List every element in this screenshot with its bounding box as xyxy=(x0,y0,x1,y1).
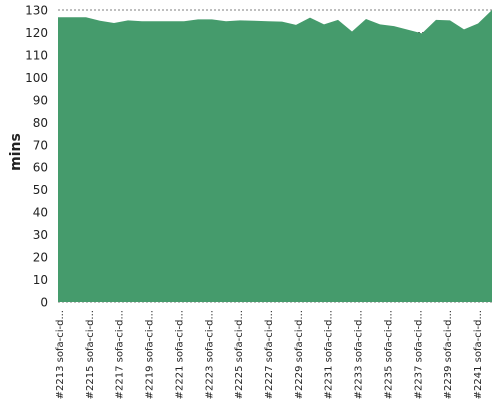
x-tick-label: #2227 sofa-ci-d... xyxy=(264,310,275,399)
x-tick-label: #2241 sofa-ci-d... xyxy=(473,310,484,399)
y-tick-label: 90 xyxy=(33,93,48,107)
x-tick-label: #2221 sofa-ci-d... xyxy=(174,310,185,399)
x-tick-label: #2219 sofa-ci-d... xyxy=(145,310,156,399)
x-axis-ticks: #2213 sofa-ci-d... #2215 sofa-ci-d... #221… xyxy=(55,310,484,399)
y-tick-label: 130 xyxy=(25,4,48,18)
y-tick-label: 60 xyxy=(33,161,48,175)
x-tick-label: #2225 sofa-ci-d... xyxy=(234,310,245,399)
x-tick-label: #2215 sofa-ci-d... xyxy=(85,310,96,399)
y-tick-label: 30 xyxy=(33,228,48,242)
x-tick-label: #2231 sofa-ci-d... xyxy=(324,310,335,399)
y-tick-label: 100 xyxy=(25,71,48,85)
y-tick-label: 50 xyxy=(33,183,48,197)
y-tick-label: 20 xyxy=(33,251,48,265)
x-tick-label: #2235 sofa-ci-d... xyxy=(383,310,394,399)
y-axis-ticks: 0 10 20 30 40 50 60 70 80 90 100 110 120 130 xyxy=(25,4,48,310)
y-tick-label: 80 xyxy=(33,116,48,130)
x-tick-label: #2237 sofa-ci-d... xyxy=(413,310,424,399)
x-tick-label: #2217 sofa-ci-d... xyxy=(115,310,126,399)
y-tick-label: 40 xyxy=(33,206,48,220)
y-tick-label: 0 xyxy=(40,296,48,310)
x-tick-label: #2229 sofa-ci-d... xyxy=(294,310,305,399)
area-layer xyxy=(58,10,492,302)
x-tick-label: #2223 sofa-ci-d... xyxy=(204,310,215,399)
area-series xyxy=(58,10,492,302)
x-tick-label: #2213 sofa-ci-d... xyxy=(55,310,66,399)
y-tick-label: 10 xyxy=(33,273,48,287)
y-axis-label: mins xyxy=(8,133,24,171)
x-tick-label: #2233 sofa-ci-d... xyxy=(354,310,365,399)
y-tick-label: 70 xyxy=(33,138,48,152)
y-tick-label: 110 xyxy=(25,48,48,62)
y-tick-label: 120 xyxy=(25,26,48,40)
x-tick-label: #2239 sofa-ci-d... xyxy=(443,310,454,399)
